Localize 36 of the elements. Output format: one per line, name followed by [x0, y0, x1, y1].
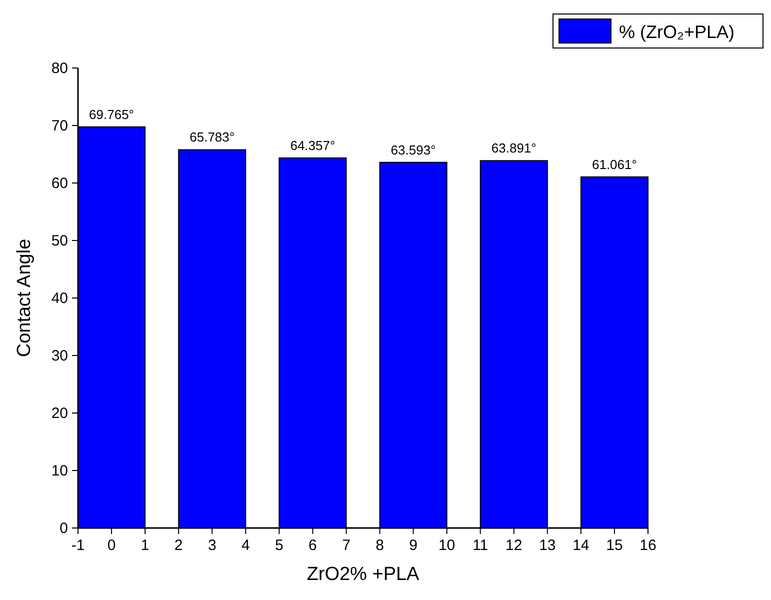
y-tick-label: 30 — [51, 348, 68, 364]
y-tick-label: 20 — [51, 405, 68, 422]
x-tick-label: 6 — [308, 537, 317, 554]
data-label: 65.783° — [190, 130, 235, 145]
data-label: 61.061° — [592, 156, 637, 172]
data-label: 63.593° — [390, 142, 436, 158]
x-tick-label: 7 — [342, 537, 350, 554]
y-tick-label: 50 — [51, 232, 68, 250]
legend-label: % (ZrO₂+PLA) — [619, 22, 735, 42]
y-axis-title: Contact Angle — [14, 238, 35, 358]
y-tick-label: 40 — [51, 290, 68, 307]
x-axis-title: ZrO2% +PLA — [306, 564, 420, 585]
x-tick-label: 14 — [572, 537, 590, 554]
x-tick-label: 0 — [107, 537, 116, 554]
data-label: 63.891° — [491, 140, 536, 156]
y-tick-label: 80 — [51, 60, 68, 77]
x-tick-label: 8 — [376, 537, 384, 554]
y-tick-label: 0 — [60, 520, 68, 537]
x-tick-label: 16 — [640, 537, 656, 554]
x-tick-label: 1 — [140, 537, 150, 554]
y-tick-label: 70 — [51, 118, 68, 134]
y-tick-label: 10 — [51, 462, 68, 480]
x-tick-label: 11 — [472, 537, 488, 554]
x-tick-label: 3 — [208, 537, 216, 554]
x-tick-label: -1 — [71, 537, 85, 554]
x-tick-label: 12 — [506, 537, 522, 554]
x-tick-label: 2 — [174, 537, 183, 554]
x-tick-label: 10 — [438, 537, 456, 554]
y-tick-label: 60 — [51, 175, 68, 192]
x-tick-label: 13 — [539, 537, 556, 554]
x-tick-label: 15 — [606, 537, 623, 554]
data-label: 64.357° — [290, 138, 336, 153]
x-tick-label: 9 — [409, 537, 418, 554]
data-label: 69.765° — [89, 106, 134, 122]
x-tick-label: 4 — [241, 537, 250, 554]
x-tick-label: 5 — [275, 537, 284, 554]
